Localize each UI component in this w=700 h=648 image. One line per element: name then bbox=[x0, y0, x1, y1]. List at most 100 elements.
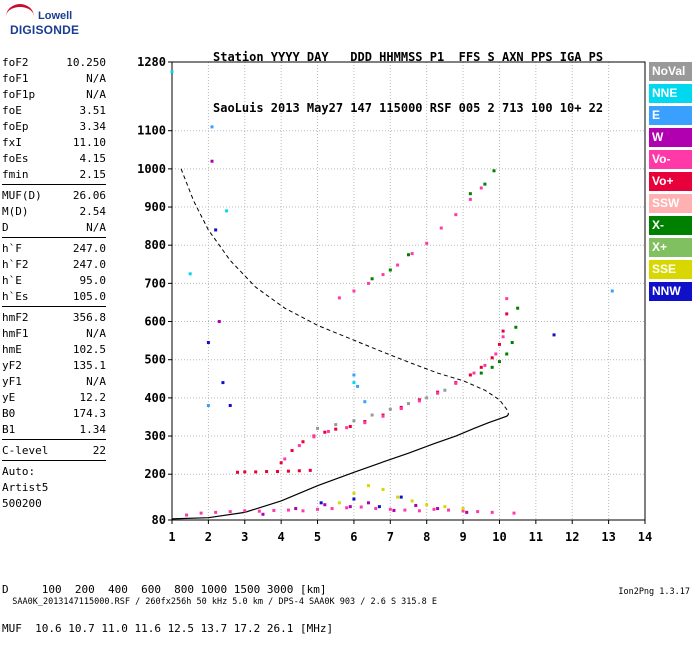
legend-item: NNE bbox=[649, 84, 692, 103]
echo-point bbox=[483, 363, 487, 367]
x-tick-label: 13 bbox=[601, 530, 615, 544]
param-value: 1.34 bbox=[79, 423, 107, 436]
echo-point bbox=[472, 371, 476, 375]
y-tick-label: 1000 bbox=[137, 162, 166, 176]
echo-point bbox=[301, 440, 305, 444]
echo-point bbox=[286, 469, 290, 473]
echo-point bbox=[501, 329, 505, 333]
echo-point bbox=[228, 510, 232, 514]
y-tick-label: 900 bbox=[144, 200, 166, 214]
x-tick-label: 11 bbox=[529, 530, 543, 544]
echo-point bbox=[352, 381, 356, 385]
echo-point bbox=[210, 159, 214, 163]
echo-point bbox=[414, 503, 418, 507]
logo-arc-icon bbox=[6, 4, 34, 29]
echo-point bbox=[425, 503, 429, 507]
param-label: yE bbox=[2, 391, 16, 404]
y-tick-label: 600 bbox=[144, 315, 166, 329]
param-value: N/A bbox=[86, 88, 106, 101]
echo-point bbox=[283, 457, 287, 461]
param-separator bbox=[2, 306, 106, 307]
echo-point bbox=[326, 429, 330, 433]
param-value: 135.1 bbox=[72, 359, 106, 372]
param-row: C-level 22 bbox=[2, 443, 106, 459]
param-row: foF1p N/A bbox=[2, 87, 106, 103]
echo-point bbox=[381, 487, 385, 491]
autoscale-line: Auto: bbox=[2, 465, 36, 478]
echo-point bbox=[552, 333, 556, 337]
echo-point bbox=[490, 365, 494, 369]
echo-point bbox=[334, 423, 338, 427]
echo-point bbox=[366, 484, 370, 488]
echo-point bbox=[479, 186, 483, 190]
param-value: 247.0 bbox=[72, 242, 106, 255]
echo-point bbox=[370, 413, 374, 417]
param-value: 102.5 bbox=[72, 343, 106, 356]
echo-point bbox=[206, 404, 210, 407]
param-label: h`F bbox=[2, 242, 22, 255]
param-label: hmE bbox=[2, 343, 22, 356]
echo-point bbox=[516, 306, 520, 310]
echo-point bbox=[479, 365, 483, 369]
echo-point bbox=[505, 312, 509, 316]
param-value: 95.0 bbox=[79, 274, 107, 287]
echo-point bbox=[396, 495, 400, 499]
echo-point bbox=[479, 371, 483, 375]
param-label: B1 bbox=[2, 423, 16, 436]
param-separator bbox=[2, 237, 106, 238]
ionogram-chart: 1 2 3 4 5 6 7 8 9 10 11 12 13 14802003004005006007008… bbox=[137, 55, 652, 544]
echo-point bbox=[492, 169, 496, 173]
echo-point bbox=[476, 510, 480, 514]
x-tick-label: 10 bbox=[492, 530, 506, 544]
legend-item: NNW bbox=[649, 282, 692, 301]
echo-point bbox=[417, 399, 421, 403]
param-value: 12.2 bbox=[79, 391, 107, 404]
y-tick-label: 1280 bbox=[137, 55, 166, 69]
echo-point bbox=[454, 213, 458, 217]
echo-point bbox=[359, 505, 363, 509]
param-label: M(D) bbox=[2, 205, 29, 218]
param-label: h`Es bbox=[2, 290, 29, 303]
echo-point bbox=[505, 352, 509, 356]
autoscale-line: 500200 bbox=[2, 497, 42, 510]
echo-point bbox=[199, 511, 203, 515]
param-value: 26.06 bbox=[72, 189, 106, 202]
echo-point bbox=[337, 296, 341, 300]
echo-point bbox=[510, 341, 514, 345]
echo-point bbox=[228, 404, 232, 407]
echo-point bbox=[352, 497, 356, 501]
echo-point bbox=[312, 435, 316, 439]
echo-point bbox=[407, 253, 410, 257]
param-row: foEp 3.34 bbox=[2, 119, 106, 135]
param-label: hmF2 bbox=[2, 311, 29, 324]
param-label: hmF1 bbox=[2, 327, 29, 340]
y-tick-label: 200 bbox=[144, 467, 166, 481]
echo-point bbox=[461, 509, 465, 513]
param-row: foEs 4.15 bbox=[2, 151, 106, 167]
x-tick-label: 9 bbox=[459, 530, 466, 544]
echo-point bbox=[316, 426, 320, 430]
echo-point bbox=[272, 508, 276, 512]
echo-point bbox=[297, 469, 301, 473]
echo-point bbox=[348, 424, 352, 428]
param-value: 3.51 bbox=[79, 104, 107, 117]
echo-point bbox=[352, 289, 356, 293]
echo-point bbox=[352, 419, 356, 423]
param-label: foF1p bbox=[2, 88, 36, 101]
legend-item: Vo+ bbox=[649, 172, 692, 191]
param-value: 11.10 bbox=[72, 136, 106, 149]
echo-point bbox=[399, 407, 403, 411]
header-columns: Station YYYY DAY DDD HHMMSS P1 FFS S AXN… bbox=[213, 50, 604, 64]
param-label: foE bbox=[2, 104, 22, 117]
echo-point bbox=[443, 505, 447, 509]
echo-point bbox=[454, 381, 458, 385]
echo-point bbox=[276, 470, 280, 474]
x-tick-label: 6 bbox=[350, 530, 357, 544]
echo-point bbox=[286, 508, 290, 512]
x-tick-label: 8 bbox=[423, 530, 430, 544]
echo-point bbox=[294, 507, 298, 511]
echo-point bbox=[206, 341, 210, 345]
param-value: 2.54 bbox=[79, 205, 107, 218]
x-tick-label: 3 bbox=[241, 530, 248, 544]
echo-point bbox=[497, 342, 501, 346]
